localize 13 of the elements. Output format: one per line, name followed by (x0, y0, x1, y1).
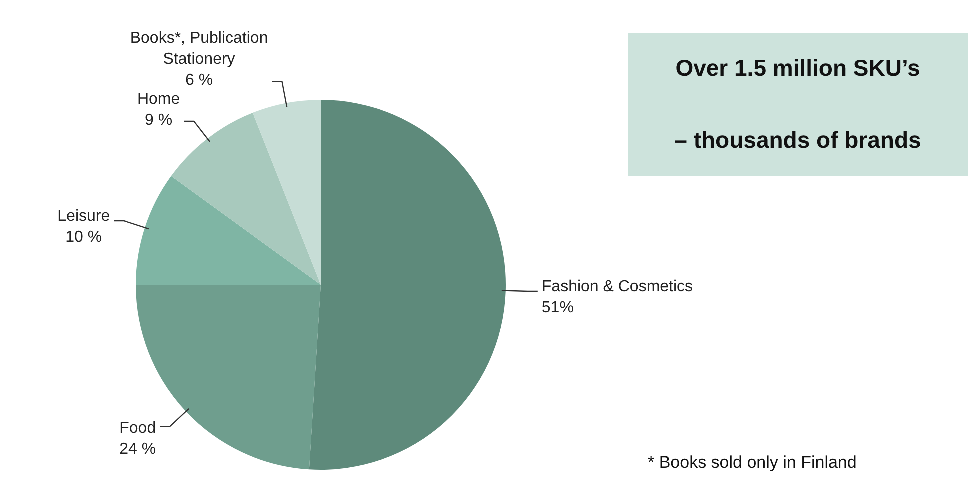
slice-label: Leisure (58, 208, 110, 225)
slice-label: Fashion & Cosmetics (542, 278, 694, 296)
slice-label: Books*, Publication Stationery (130, 30, 268, 68)
text: * Books sold only in Finland (648, 453, 857, 473)
data-label: 9 % (145, 112, 173, 129)
text: – thousands of brands (674, 126, 922, 154)
data-label: 24 % (120, 441, 156, 458)
data-label: 51% (542, 299, 574, 316)
data-label: 6 % (185, 72, 214, 90)
slice-label: Home (137, 90, 180, 108)
text: Over 1.5 million SKU’s (676, 55, 920, 82)
slice-label: Food (120, 420, 156, 438)
data-label: 10 % (66, 228, 102, 246)
